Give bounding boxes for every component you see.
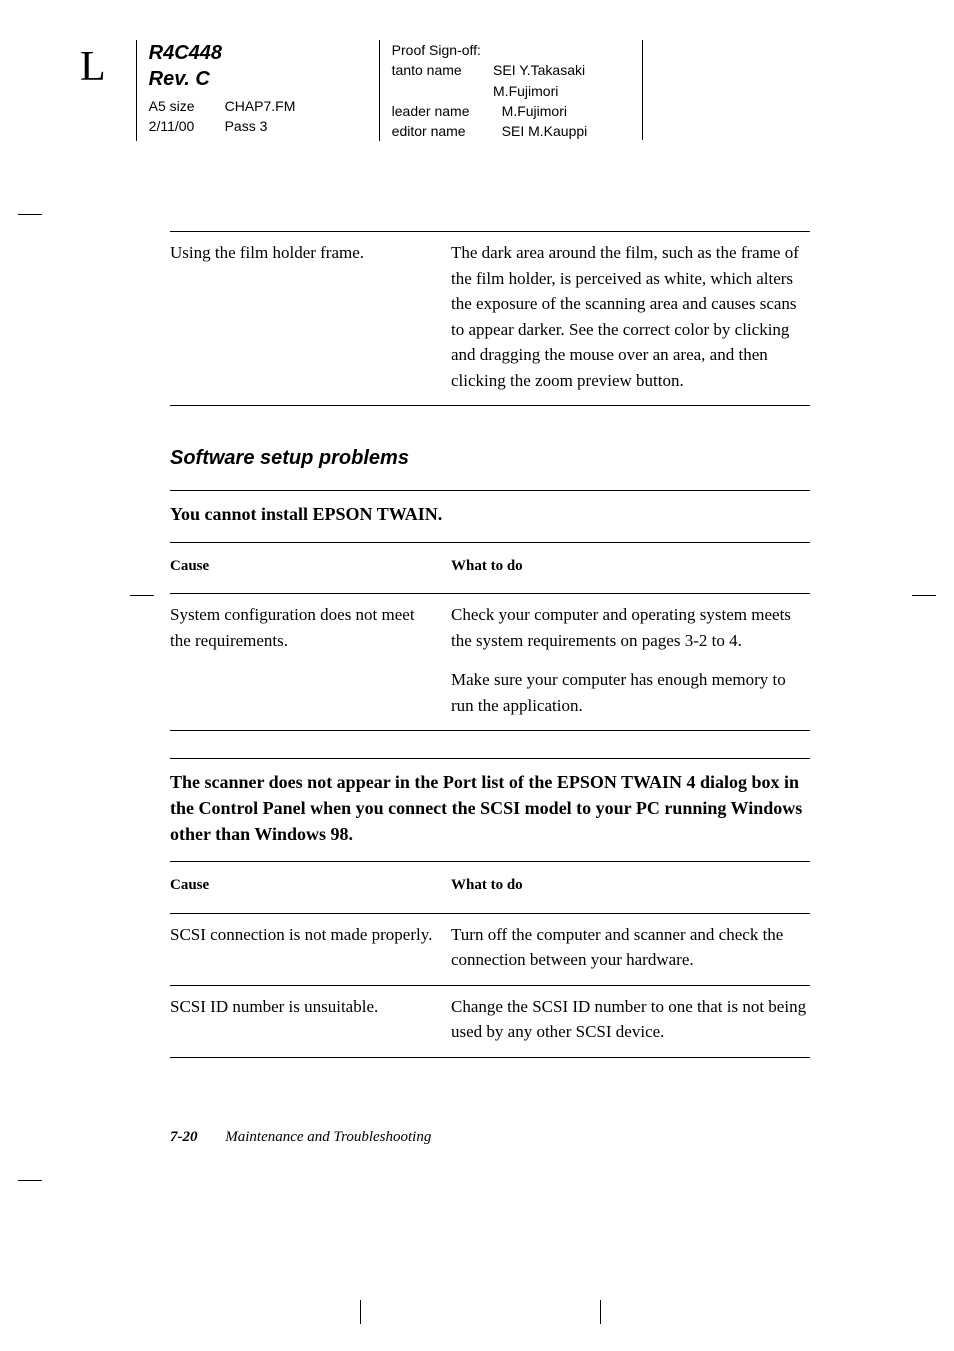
- header-col-proof: Proof Sign-off: tanto name SEI Y.Takasak…: [379, 40, 642, 141]
- page-header: L R4C448 Rev. C A5 size 2/11/00 CHAP7.FM…: [80, 40, 864, 141]
- content: Using the film holder frame. The dark ar…: [170, 231, 810, 1145]
- proof-title: Proof Sign-off:: [392, 40, 642, 60]
- footer-title: Maintenance and Troubleshooting: [225, 1129, 431, 1145]
- issue2-r2-what: Change the SCSI ID number to one that is…: [451, 994, 810, 1045]
- table-header: Cause What to do: [170, 542, 810, 594]
- issue2-r1-cause: SCSI connection is not made properly.: [170, 922, 451, 973]
- rule: [170, 405, 810, 407]
- doc-pass: Pass 3: [225, 116, 296, 136]
- footer-page: 7-20: [170, 1129, 198, 1145]
- proof-tanto: tanto name SEI Y.Takasaki M.Fujimori: [392, 60, 642, 101]
- trouble-row-film: Using the film holder frame. The dark ar…: [170, 231, 810, 405]
- leader-label: leader name: [392, 101, 502, 121]
- doc-date: 2/11/00: [149, 116, 195, 136]
- issue1-what1: Check your computer and operating system…: [451, 602, 810, 653]
- section-heading: Software setup problems: [170, 447, 810, 470]
- crop-tick: [360, 1300, 361, 1324]
- header-col-divider: [642, 40, 647, 140]
- issue2-r2-cause: SCSI ID number is unsuitable.: [170, 994, 451, 1045]
- crop-tick: [600, 1300, 601, 1324]
- section-letter: L: [80, 46, 106, 88]
- issue1-what: Check your computer and operating system…: [451, 602, 810, 718]
- issue1-cause: System configuration does not meet the r…: [170, 602, 451, 718]
- col-cause: Cause: [170, 551, 451, 582]
- tanto-value: SEI Y.Takasaki M.Fujimori: [493, 60, 642, 101]
- header-columns: R4C448 Rev. C A5 size 2/11/00 CHAP7.FM P…: [136, 40, 864, 141]
- issue2-row2: SCSI ID number is unsuitable. Change the…: [170, 985, 810, 1057]
- col-what: What to do: [451, 551, 810, 582]
- doc-code-2: Rev. C: [149, 66, 379, 92]
- leader-value: M.Fujimori: [502, 101, 567, 121]
- what-cell: The dark area around the film, such as t…: [451, 240, 810, 393]
- editor-label: editor name: [392, 121, 502, 141]
- doc-size: A5 size: [149, 96, 195, 116]
- proof-leader: leader name M.Fujimori: [392, 101, 642, 121]
- doc-code-1: R4C448: [149, 40, 379, 66]
- proof-editor: editor name SEI M.Kauppi: [392, 121, 642, 141]
- table-header: Cause What to do: [170, 861, 810, 913]
- issue1-row: System configuration does not meet the r…: [170, 593, 810, 730]
- col-what: What to do: [451, 870, 810, 901]
- issue2-r1-what: Turn off the computer and scanner and ch…: [451, 922, 810, 973]
- doc-file: CHAP7.FM: [225, 96, 296, 116]
- rule: [170, 1057, 810, 1059]
- doc-meta: A5 size 2/11/00 CHAP7.FM Pass 3: [149, 96, 379, 137]
- issue-title-1: You cannot install EPSON TWAIN.: [170, 490, 810, 541]
- cause-cell: Using the film holder frame.: [170, 240, 451, 393]
- page: L R4C448 Rev. C A5 size 2/11/00 CHAP7.FM…: [0, 0, 954, 1186]
- tanto-label: tanto name: [392, 60, 493, 101]
- col-cause: Cause: [170, 870, 451, 901]
- editor-value: SEI M.Kauppi: [502, 121, 588, 141]
- header-col-doc: R4C448 Rev. C A5 size 2/11/00 CHAP7.FM P…: [136, 40, 379, 141]
- issue-title-2: The scanner does not appear in the Port …: [170, 758, 810, 861]
- issue2-row1: SCSI connection is not made properly. Tu…: [170, 913, 810, 985]
- issue1-what2: Make sure your computer has enough memor…: [451, 667, 810, 718]
- page-footer: 7-20 Maintenance and Troubleshooting: [170, 1129, 810, 1146]
